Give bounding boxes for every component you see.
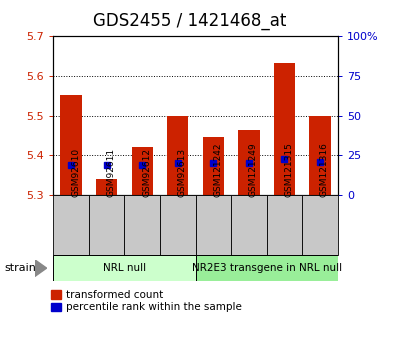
Legend: transformed count, percentile rank within the sample: transformed count, percentile rank withi… [51, 290, 242, 313]
Bar [231, 195, 267, 255]
Text: GSM121315: GSM121315 [284, 142, 293, 197]
Text: GSM121249: GSM121249 [249, 143, 258, 197]
Bar [309, 116, 331, 195]
Bar [238, 130, 260, 195]
Text: NR2E3 transgene in NRL null: NR2E3 transgene in NRL null [192, 263, 342, 273]
Bar [89, 195, 124, 255]
Bar [274, 63, 295, 195]
Text: GSM121316: GSM121316 [320, 142, 329, 197]
Bar [160, 195, 196, 255]
Bar [53, 255, 196, 281]
Text: GSM92610: GSM92610 [71, 148, 80, 197]
Bar [167, 116, 188, 195]
Bar [60, 95, 82, 195]
Bar [203, 137, 224, 195]
Text: GSM92612: GSM92612 [142, 148, 151, 197]
Bar [267, 195, 302, 255]
Polygon shape [35, 260, 47, 277]
Bar [302, 195, 338, 255]
Bar [196, 195, 231, 255]
Text: GDS2455 / 1421468_at: GDS2455 / 1421468_at [93, 12, 286, 30]
Text: GSM121242: GSM121242 [213, 143, 222, 197]
Bar [96, 179, 117, 195]
Bar [132, 147, 153, 195]
Text: GSM92611: GSM92611 [107, 148, 116, 197]
Text: GSM92613: GSM92613 [178, 148, 187, 197]
Text: strain: strain [4, 263, 36, 273]
Bar [196, 255, 338, 281]
Bar [124, 195, 160, 255]
Text: NRL null: NRL null [103, 263, 146, 273]
Bar [53, 195, 89, 255]
